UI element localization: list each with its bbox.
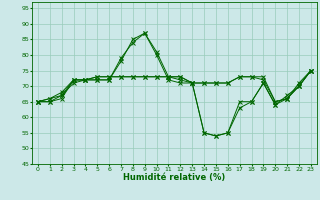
- X-axis label: Humidité relative (%): Humidité relative (%): [123, 173, 226, 182]
